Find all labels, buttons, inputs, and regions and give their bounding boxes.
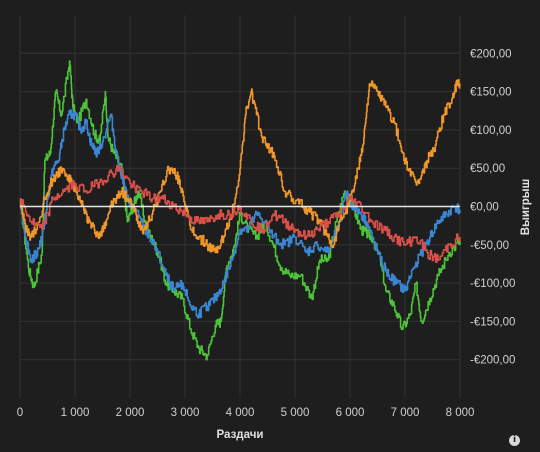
series-line-2: [19, 109, 461, 319]
x-tick-label: 1 000: [61, 407, 90, 419]
x-tick-label: 8 000: [446, 407, 475, 419]
y-tick-label: -€200,00: [470, 355, 515, 367]
x-tick-label: 3 000: [171, 407, 200, 419]
y-tick-label: -€100,00: [470, 278, 515, 290]
y-tick-label: €150,00: [470, 87, 512, 99]
y-tick-label: €50,00: [470, 163, 505, 175]
y-tick-label: €200,00: [470, 48, 512, 60]
x-axis-title: Раздачи: [217, 429, 264, 441]
y-tick-label: -€150,00: [470, 316, 515, 328]
tick-labels: 0 1 000 2 000 3 000 4 000 5 000 6 000 7 000 8 00…: [17, 48, 516, 419]
x-tick-label: 6 000: [336, 407, 365, 419]
info-icon[interactable]: i: [509, 435, 520, 446]
y-axis-title: Выигрыш: [520, 179, 532, 235]
y-tick-label: €100,00: [470, 125, 512, 137]
x-tick-label: 2 000: [116, 407, 145, 419]
series-line-3: [19, 78, 461, 254]
y-tick-label: -€50,00: [470, 240, 509, 252]
y-tick-label: €0,00: [470, 202, 499, 214]
x-tick-label: 0: [17, 407, 23, 419]
x-tick-label: 4 000: [226, 407, 255, 419]
x-tick-label: 7 000: [391, 407, 420, 419]
x-tick-label: 5 000: [281, 407, 310, 419]
